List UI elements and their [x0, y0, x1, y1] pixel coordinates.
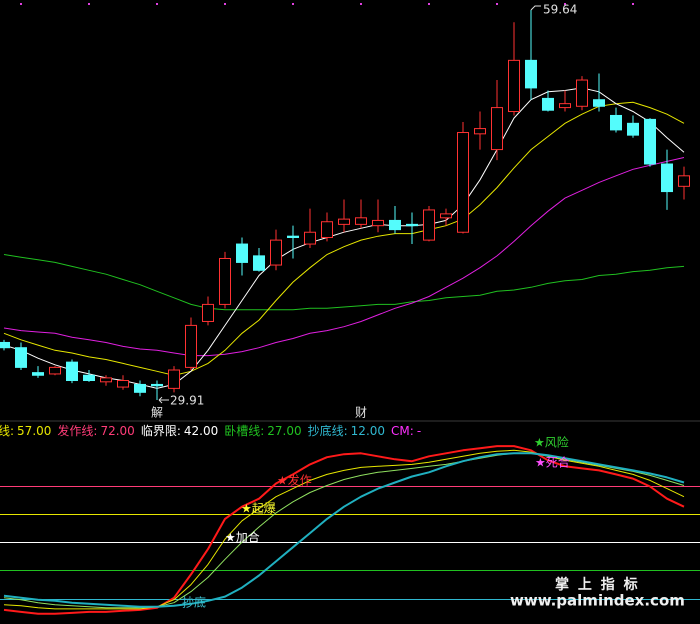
high-pointer	[530, 5, 541, 11]
signal-label: ★风险	[534, 435, 569, 450]
candle-body	[627, 122, 639, 136]
candle-body	[117, 380, 129, 388]
candle-body	[474, 128, 486, 135]
indicator-legend: 线: 57.00 发作线: 72.00 临界限: 42.00 卧槽线: 27.00 抄底线: 12…	[0, 423, 421, 438]
candle-body	[270, 239, 282, 266]
candle-body	[66, 361, 78, 382]
signal-label: ★起爆	[241, 502, 276, 516]
high-label: 59.64	[543, 2, 577, 16]
candle-body	[559, 103, 571, 109]
candle-body	[406, 223, 418, 227]
indicator-line	[3, 452, 685, 609]
candle-body	[440, 213, 452, 219]
candle-body	[287, 235, 299, 238]
candle-body	[355, 217, 367, 225]
period-dot	[564, 3, 566, 5]
period-dot	[20, 3, 22, 5]
period-dot	[428, 3, 430, 5]
candle-body	[678, 175, 690, 187]
legend-value: 72.00	[100, 424, 134, 438]
candle-body	[168, 369, 180, 389]
signal-label: ★死合	[535, 455, 570, 470]
legend-name: 卧槽线:	[224, 424, 264, 438]
low-pointer	[158, 396, 169, 404]
candle-body	[491, 107, 503, 151]
legend-name: 线:	[0, 424, 14, 438]
candle-body	[151, 383, 163, 387]
candle-body	[338, 218, 350, 225]
candle-body	[610, 114, 622, 131]
watermark-url: www.palmindex.com	[510, 592, 685, 610]
candle-body	[253, 255, 265, 271]
price-panel: 解财	[0, 3, 690, 420]
period-dot	[88, 3, 90, 5]
candle-body	[321, 221, 333, 238]
watermark-title: 掌 上 指 标	[555, 576, 640, 593]
x-marker-label: 解	[151, 406, 163, 420]
period-dot	[292, 3, 294, 5]
candle-body	[202, 303, 214, 322]
candle-body	[525, 59, 537, 89]
candle-body	[661, 163, 673, 193]
indicator-line	[3, 445, 685, 615]
signal-label: ★发作	[277, 473, 312, 488]
ma-line	[3, 254, 685, 311]
candle-body	[185, 324, 197, 368]
candle-body	[542, 97, 554, 111]
legend-value: 57.00	[17, 424, 51, 438]
candle-body	[100, 377, 112, 383]
period-dot	[156, 3, 158, 5]
period-dot	[360, 3, 362, 5]
candle-body	[32, 372, 44, 376]
legend-name: CM:	[391, 424, 414, 438]
candle-body	[83, 374, 95, 382]
ma-line	[3, 101, 685, 376]
indicator-line	[3, 452, 685, 608]
candle-body	[0, 341, 10, 349]
candle-body	[304, 231, 316, 245]
candle-body	[49, 366, 61, 375]
candle-body	[236, 243, 248, 263]
signals: ★加合 ★起爆 ★发作 抄底 ★风险 ★死合	[182, 435, 570, 610]
candle-body	[423, 209, 435, 241]
legend-name: 临界限:	[141, 424, 181, 438]
candle-body	[457, 132, 469, 233]
legend-value: -	[417, 424, 421, 438]
legend-value: 27.00	[267, 424, 301, 438]
candle-body	[134, 383, 146, 393]
legend-value: 42.00	[184, 424, 218, 438]
x-marker-label: 财	[355, 406, 367, 420]
low-label: 29.91	[170, 394, 204, 408]
candle-body	[576, 79, 588, 107]
indicator-line	[3, 449, 685, 610]
candle-body	[219, 257, 231, 305]
ma-line	[3, 157, 685, 357]
candle-body	[372, 219, 384, 227]
legend-name: 发作线:	[57, 423, 97, 438]
candle-body	[15, 347, 27, 368]
candle-body	[389, 219, 401, 231]
period-dot	[224, 3, 226, 5]
signal-label: ★加合	[225, 530, 260, 545]
candle-body	[644, 118, 656, 165]
indicator-panel	[0, 445, 700, 615]
period-dot	[632, 3, 634, 5]
legend-value: 12.00	[351, 424, 385, 438]
candle-body	[593, 99, 605, 107]
signal-label: 抄底	[182, 595, 206, 610]
candle-body	[508, 59, 520, 113]
period-dot	[496, 3, 498, 5]
legend-name: 抄底线:	[308, 423, 348, 438]
